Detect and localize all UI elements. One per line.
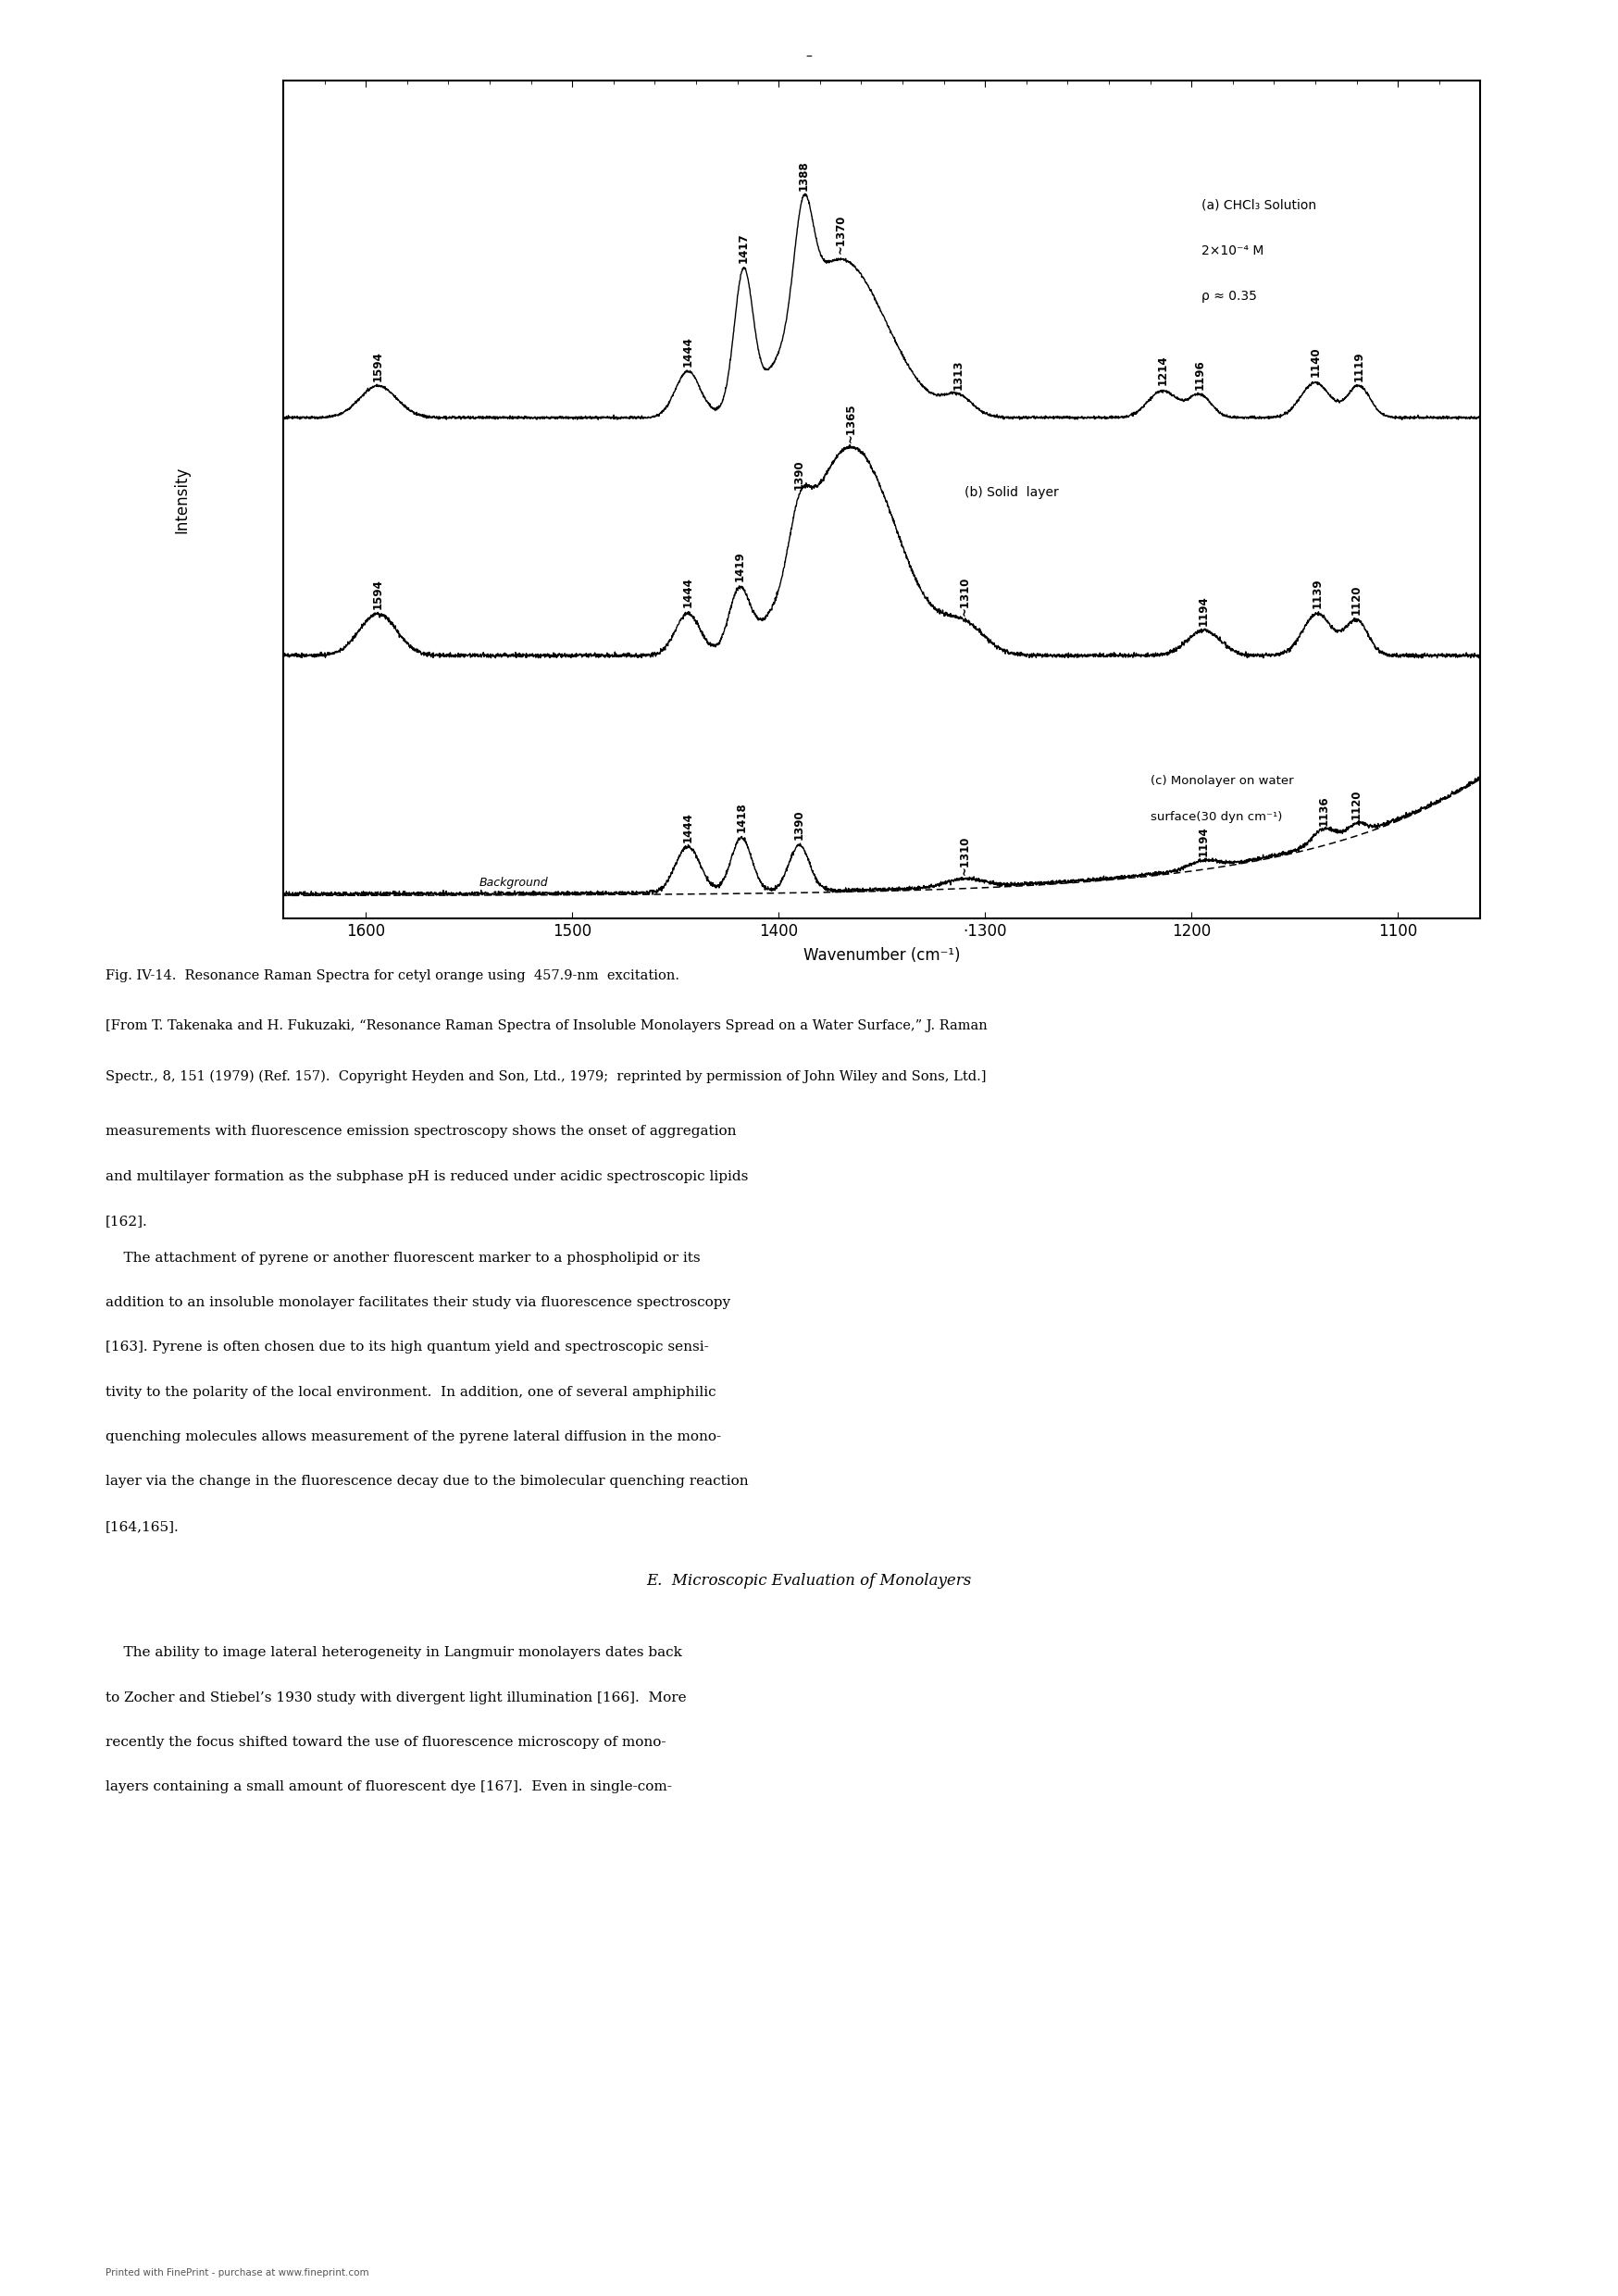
Text: 1419: 1419 <box>733 551 746 581</box>
Text: 1139: 1139 <box>1311 579 1324 608</box>
Text: 1194: 1194 <box>1197 827 1210 856</box>
X-axis label: Wavenumber (cm⁻¹): Wavenumber (cm⁻¹) <box>804 948 959 964</box>
Text: The ability to image lateral heterogeneity in Langmuir monolayers dates back: The ability to image lateral heterogenei… <box>105 1646 681 1660</box>
Text: Fig. IV-14.  Resonance Raman Spectra for cetyl orange using  457.9-nm  excitatio: Fig. IV-14. Resonance Raman Spectra for … <box>105 969 680 983</box>
Text: [163]. Pyrene is often chosen due to its high quantum yield and spectroscopic se: [163]. Pyrene is often chosen due to its… <box>105 1341 709 1355</box>
Text: (b) Solid  layer: (b) Solid layer <box>964 487 1058 501</box>
Text: Intensity: Intensity <box>173 466 189 533</box>
Text: ~1310: ~1310 <box>958 576 971 615</box>
Text: and multilayer formation as the subphase pH is reduced under acidic spectroscopi: and multilayer formation as the subphase… <box>105 1169 748 1182</box>
Text: addition to an insoluble monolayer facilitates their study via fluorescence spec: addition to an insoluble monolayer facil… <box>105 1295 730 1309</box>
Text: 1594: 1594 <box>372 579 383 608</box>
Text: ρ ≈ 0.35: ρ ≈ 0.35 <box>1202 289 1257 303</box>
Text: 1417: 1417 <box>738 232 749 264</box>
Text: Printed with FinePrint - purchase at www.fineprint.com: Printed with FinePrint - purchase at www… <box>105 2268 369 2278</box>
Text: 1120: 1120 <box>1351 585 1362 615</box>
Text: 1390: 1390 <box>793 459 806 489</box>
Text: layers containing a small amount of fluorescent dye [167].  Even in single-com-: layers containing a small amount of fluo… <box>105 1782 671 1793</box>
Text: ~1310: ~1310 <box>958 836 971 875</box>
Text: Spectr., 8, 151 (1979) (Ref. 157).  Copyright Heyden and Son, Ltd., 1979;  repri: Spectr., 8, 151 (1979) (Ref. 157). Copyr… <box>105 1070 985 1084</box>
Text: quenching molecules allows measurement of the pyrene lateral diffusion in the mo: quenching molecules allows measurement o… <box>105 1430 722 1444</box>
Text: E.  Microscopic Evaluation of Monolayers: E. Microscopic Evaluation of Monolayers <box>647 1573 971 1589</box>
Text: Background: Background <box>479 877 549 889</box>
Text: 2×10⁻⁴ M: 2×10⁻⁴ M <box>1202 243 1264 257</box>
Text: 1313: 1313 <box>951 360 964 390</box>
Text: 1444: 1444 <box>681 813 694 843</box>
Text: 1214: 1214 <box>1157 356 1168 386</box>
Text: 1388: 1388 <box>798 161 809 191</box>
Text: 1196: 1196 <box>1194 358 1205 390</box>
Text: The attachment of pyrene or another fluorescent marker to a phospholipid or its: The attachment of pyrene or another fluo… <box>105 1251 701 1265</box>
Text: ~1370: ~1370 <box>835 214 846 253</box>
Text: 1120: 1120 <box>1351 790 1362 820</box>
Text: 1140: 1140 <box>1309 347 1322 377</box>
Text: [164,165].: [164,165]. <box>105 1520 180 1534</box>
Text: recently the focus shifted toward the use of fluorescence microscopy of mono-: recently the focus shifted toward the us… <box>105 1736 665 1750</box>
Text: 1594: 1594 <box>372 351 383 381</box>
Text: 1119: 1119 <box>1353 351 1364 381</box>
Text: [From T. Takenaka and H. Fukuzaki, “Resonance Raman Spectra of Insoluble Monolay: [From T. Takenaka and H. Fukuzaki, “Reso… <box>105 1019 987 1033</box>
Text: measurements with fluorescence emission spectroscopy shows the onset of aggregat: measurements with fluorescence emission … <box>105 1125 736 1139</box>
Text: ~1365: ~1365 <box>845 402 858 443</box>
Text: 1444: 1444 <box>681 576 694 608</box>
Text: 1390: 1390 <box>793 810 806 840</box>
Text: (c) Monolayer on water: (c) Monolayer on water <box>1150 776 1293 788</box>
Text: 1194: 1194 <box>1197 595 1210 625</box>
Text: 1418: 1418 <box>736 801 748 831</box>
Text: [162].: [162]. <box>105 1215 147 1228</box>
Text: –: – <box>806 51 812 64</box>
Text: 1136: 1136 <box>1317 797 1330 827</box>
Text: surface(30 dyn cm⁻¹): surface(30 dyn cm⁻¹) <box>1150 810 1281 824</box>
Text: (a) CHCl₃ Solution: (a) CHCl₃ Solution <box>1202 200 1317 211</box>
Text: 1444: 1444 <box>681 335 694 367</box>
Text: layer via the change in the fluorescence decay due to the bimolecular quenching : layer via the change in the fluorescence… <box>105 1474 748 1488</box>
Text: tivity to the polarity of the local environment.  In addition, one of several am: tivity to the polarity of the local envi… <box>105 1384 715 1398</box>
Text: to Zocher and Stiebel’s 1930 study with divergent light illumination [166].  Mor: to Zocher and Stiebel’s 1930 study with … <box>105 1690 686 1704</box>
